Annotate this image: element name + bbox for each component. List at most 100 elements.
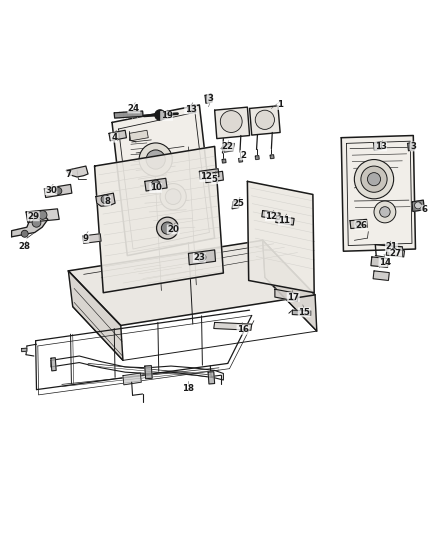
Text: 10: 10 [150,183,162,192]
Text: 1: 1 [277,100,283,109]
Polygon shape [341,135,416,251]
Polygon shape [232,200,240,209]
Text: 24: 24 [128,104,140,113]
Circle shape [32,219,41,227]
Circle shape [38,211,47,220]
Circle shape [21,230,28,237]
Circle shape [415,202,422,209]
Polygon shape [263,240,317,331]
Polygon shape [408,142,415,151]
Circle shape [380,207,390,217]
Polygon shape [350,220,367,229]
Polygon shape [255,156,259,159]
Polygon shape [275,289,297,302]
Polygon shape [68,271,123,360]
Text: 19: 19 [161,111,173,120]
Text: 21: 21 [385,243,397,252]
Text: 20: 20 [167,225,179,234]
Polygon shape [26,209,59,222]
Polygon shape [270,155,274,159]
Text: 11: 11 [279,216,290,225]
Text: 25: 25 [233,199,244,208]
Circle shape [361,166,387,192]
Text: 6: 6 [421,205,427,214]
Polygon shape [112,105,215,256]
Polygon shape [83,234,101,244]
Polygon shape [95,147,223,293]
Polygon shape [386,249,405,257]
Polygon shape [214,322,252,330]
Text: 5: 5 [212,175,218,184]
Polygon shape [96,193,115,206]
Text: 16: 16 [237,325,249,334]
Circle shape [356,221,362,227]
Polygon shape [187,105,196,113]
Polygon shape [114,111,143,118]
Text: 29: 29 [28,212,39,221]
Circle shape [55,188,62,195]
Polygon shape [109,130,127,141]
Polygon shape [68,240,315,326]
Text: 14: 14 [379,257,391,266]
Polygon shape [205,171,223,183]
Circle shape [161,222,173,234]
Polygon shape [199,169,219,179]
Text: 2: 2 [240,151,246,160]
Polygon shape [412,200,424,212]
Circle shape [255,110,275,130]
Circle shape [151,180,160,189]
Polygon shape [373,271,389,280]
Polygon shape [371,257,389,268]
Text: 9: 9 [83,233,89,243]
Polygon shape [145,179,167,191]
Polygon shape [239,158,243,162]
Polygon shape [21,348,27,352]
Circle shape [367,173,381,185]
Polygon shape [145,366,152,379]
Polygon shape [208,372,215,384]
Polygon shape [205,94,212,103]
Polygon shape [44,184,72,198]
Polygon shape [223,143,234,152]
Text: 12: 12 [200,173,212,182]
Polygon shape [188,250,215,265]
Polygon shape [66,166,88,177]
Text: 26: 26 [355,221,367,230]
Circle shape [220,111,242,133]
Text: 13: 13 [185,105,197,114]
Text: 27: 27 [390,249,402,258]
Circle shape [165,189,181,205]
Circle shape [374,201,396,223]
Text: 3: 3 [410,142,416,151]
Text: 13: 13 [374,142,387,151]
Polygon shape [374,142,382,150]
Circle shape [139,143,172,176]
Polygon shape [247,181,314,293]
Text: 7: 7 [65,171,71,179]
Text: 30: 30 [45,185,57,195]
Polygon shape [12,214,48,237]
Circle shape [354,159,394,199]
Circle shape [156,217,178,239]
Text: 22: 22 [222,142,234,151]
Text: 8: 8 [105,197,111,206]
Text: 12: 12 [265,212,277,221]
Text: 17: 17 [287,293,299,302]
Polygon shape [215,107,250,139]
Circle shape [197,253,206,262]
Polygon shape [51,358,56,371]
Text: 23: 23 [193,253,205,262]
Polygon shape [222,159,226,163]
Circle shape [155,110,165,120]
Polygon shape [262,211,280,220]
Circle shape [160,183,186,210]
Text: 4: 4 [111,133,117,142]
Polygon shape [292,310,311,316]
Polygon shape [130,130,148,141]
Text: 28: 28 [19,243,31,252]
Circle shape [101,195,110,204]
Text: 15: 15 [298,308,310,317]
Text: 3: 3 [207,94,213,103]
Polygon shape [250,106,280,135]
Polygon shape [123,373,141,385]
